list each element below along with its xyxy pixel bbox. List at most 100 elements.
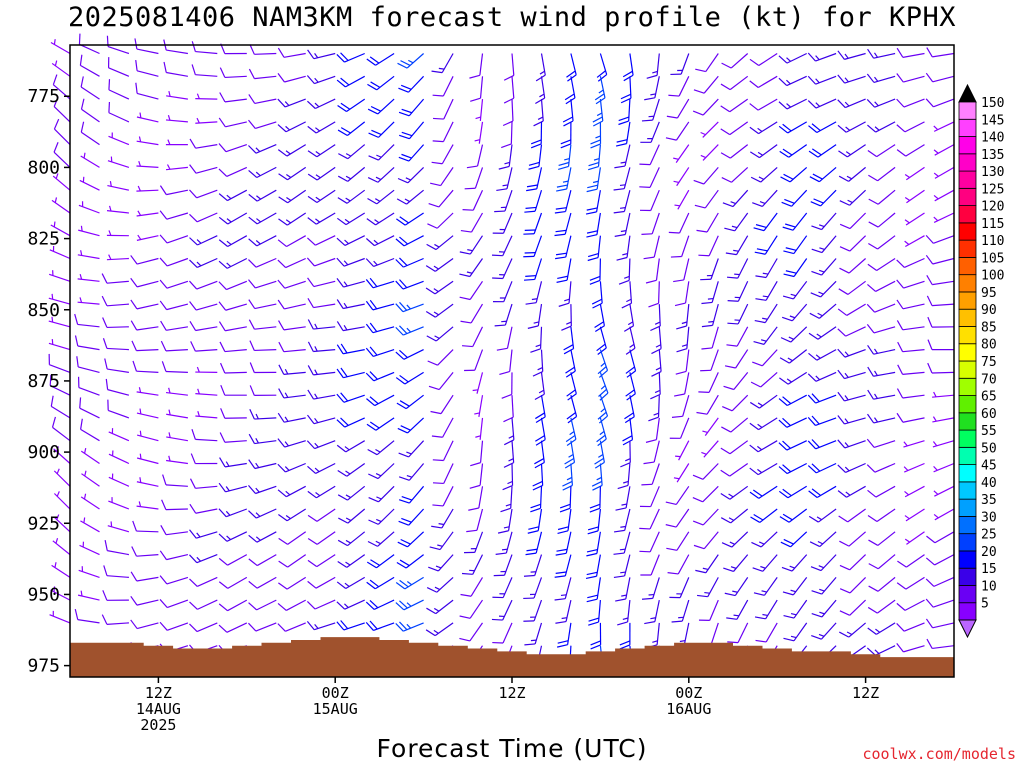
wind-barb: [277, 412, 306, 423]
wind-barb: [307, 414, 336, 425]
wind-barb: [469, 463, 484, 489]
wind-barb: [837, 121, 866, 133]
colorbar-swatch: [958, 585, 977, 604]
wind-barb: [307, 189, 336, 203]
colorbar-swatch: [958, 377, 977, 396]
wind-barb: [307, 365, 336, 376]
wind-barb: [50, 39, 71, 55]
wind-barb: [307, 166, 336, 181]
wind-barb: [218, 257, 248, 269]
colorbar-swatch: [958, 222, 977, 241]
wind-barb: [692, 98, 719, 116]
wind-barb: [724, 577, 749, 597]
wind-barb: [665, 485, 690, 505]
wind-barb: [754, 235, 778, 255]
wind-barb: [337, 463, 366, 477]
wind-barb: [617, 600, 631, 626]
wind-barb: [428, 554, 454, 572]
wind-barb: [491, 599, 513, 621]
wind-barb: [501, 372, 513, 399]
wind-barb: [897, 364, 925, 375]
wind-barb: [668, 76, 690, 97]
wind-barb: [614, 212, 631, 237]
wind-barb: [500, 486, 513, 513]
wind-barb: [560, 121, 572, 149]
wind-barb: [669, 417, 690, 439]
wind-barb: [838, 280, 866, 295]
wind-barb: [218, 280, 248, 291]
wind-barb: [338, 508, 366, 524]
wind-barb: [160, 340, 188, 352]
wind-barb: [586, 577, 601, 603]
wind-barb: [533, 99, 544, 127]
wind-barb: [336, 620, 365, 631]
wind-barb: [367, 98, 395, 115]
wind-barb: [136, 112, 159, 123]
wind-barb: [365, 346, 395, 357]
wind-barb: [397, 166, 425, 184]
wind-barb: [535, 395, 546, 424]
wind-barb: [596, 417, 607, 447]
wind-barb: [503, 395, 514, 423]
wind-barb: [136, 477, 159, 487]
wind-barb: [492, 622, 513, 644]
wind-barb: [837, 391, 866, 402]
wind-barb: [555, 599, 572, 624]
wind-barb: [696, 212, 719, 233]
wind-barb: [366, 394, 395, 407]
wind-barb: [426, 599, 454, 615]
wind-barb: [159, 575, 189, 585]
wind-barb: [80, 152, 100, 168]
wind-barb: [248, 531, 277, 543]
colorbar-swatch: [958, 187, 977, 206]
wind-barb: [566, 372, 577, 401]
wind-barb: [807, 371, 837, 382]
wind-barb: [837, 348, 866, 358]
wind-barb: [395, 325, 424, 336]
wind-barb: [524, 622, 543, 646]
wind-barb: [277, 47, 306, 58]
wind-barb: [640, 121, 660, 143]
wind-barb: [425, 258, 454, 272]
wind-barb: [395, 599, 424, 611]
wind-barb: [839, 554, 867, 571]
wind-barb: [165, 164, 188, 171]
wind-barb: [336, 417, 365, 428]
wind-barb: [428, 372, 454, 391]
wind-barb: [722, 394, 749, 412]
wind-barb: [904, 485, 925, 498]
wind-barb: [641, 577, 660, 600]
wind-barb: [933, 189, 955, 202]
wind-barb: [554, 554, 572, 578]
wind-barb: [778, 52, 807, 64]
wind-barb: [51, 562, 71, 578]
wind-barb: [278, 212, 307, 226]
wind-barb: [693, 75, 719, 94]
wind-barb: [248, 508, 277, 519]
wind-barb: [106, 205, 129, 214]
wind-barb: [749, 462, 778, 476]
wind-barb: [103, 565, 129, 578]
watermark-link[interactable]: coolwx.com/models: [862, 745, 1016, 763]
wind-barb: [585, 554, 601, 580]
wind-barb: [163, 39, 188, 55]
wind-barb: [778, 75, 807, 87]
colorbar-label: 100: [981, 269, 1004, 284]
wind-barb: [591, 463, 603, 491]
wind-barb: [51, 60, 71, 77]
wind-barb: [248, 144, 277, 154]
wind-barb: [903, 440, 925, 448]
wind-barb: [74, 313, 100, 328]
wind-barb: [530, 121, 543, 149]
wind-barb: [867, 144, 896, 158]
wind-barb: [640, 554, 660, 576]
wind-barb: [590, 121, 602, 149]
wind-barb: [502, 463, 514, 491]
wind-barb: [675, 349, 690, 375]
wind-barb: [492, 577, 513, 599]
wind-barb: [249, 362, 277, 374]
wind-barb: [464, 531, 484, 554]
wind-barb: [925, 554, 955, 566]
wind-barb: [108, 428, 130, 442]
wind-barb: [277, 144, 307, 157]
